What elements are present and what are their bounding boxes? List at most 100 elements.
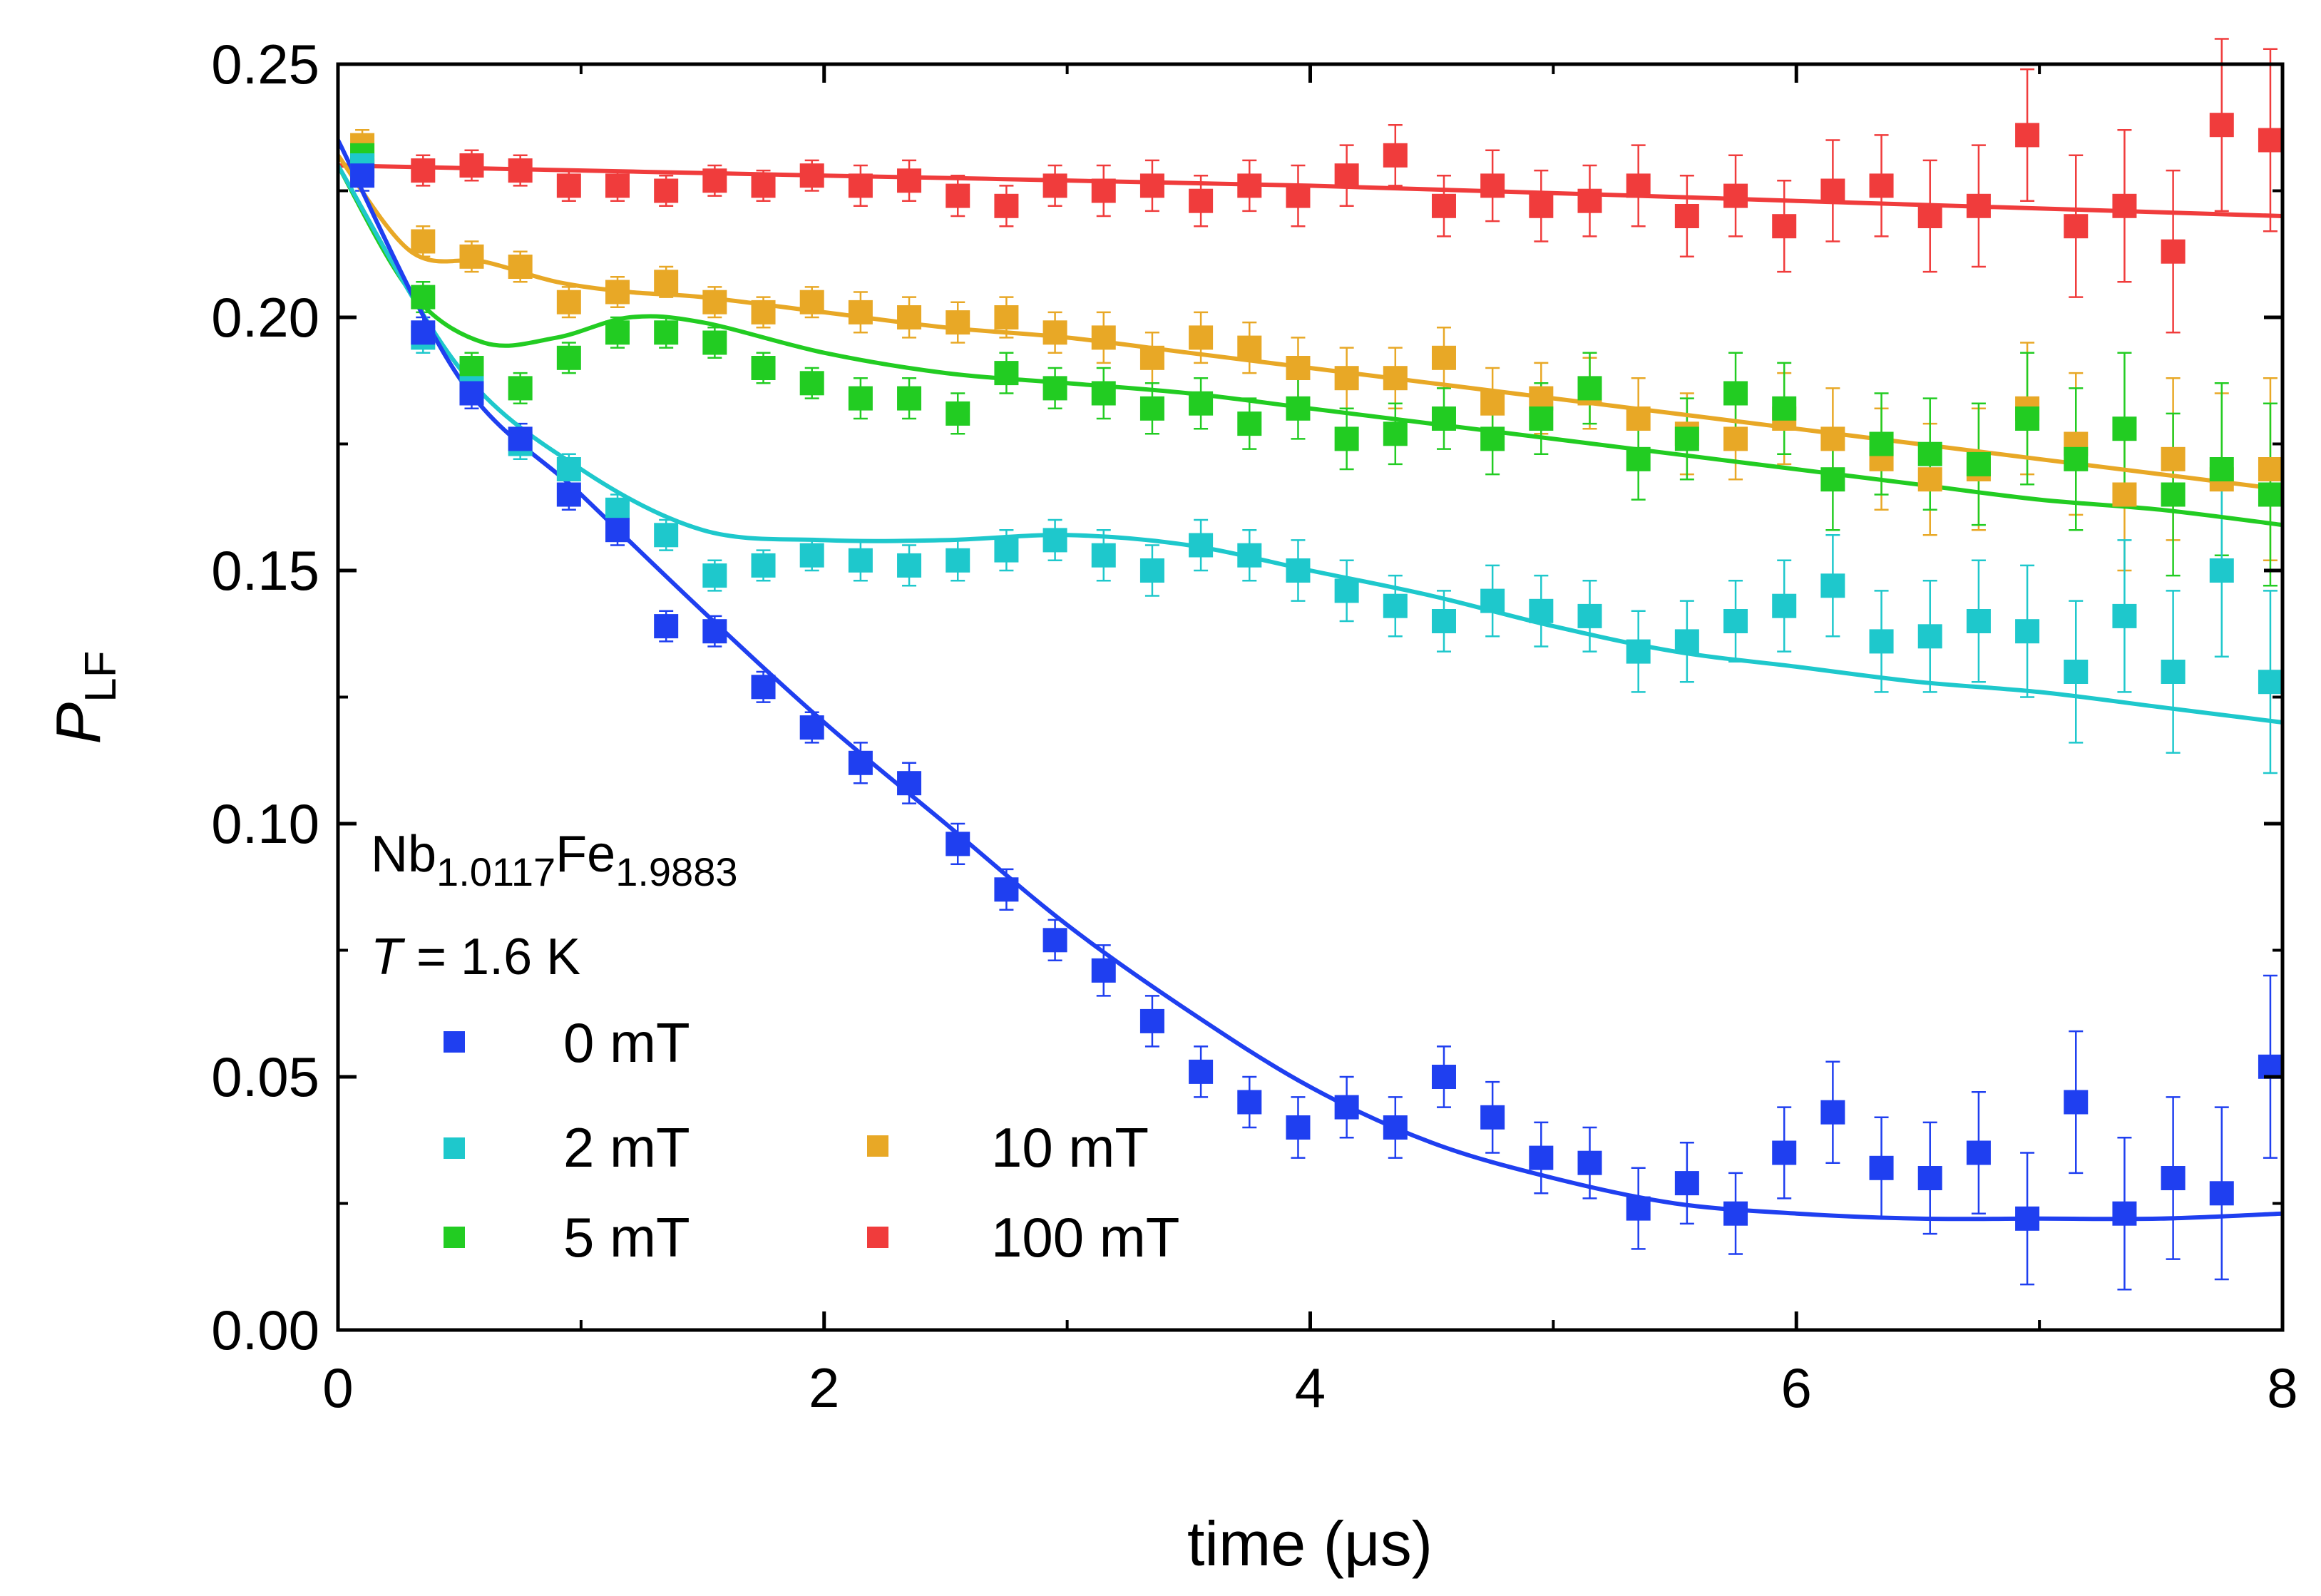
- data-point: [1139, 173, 1164, 198]
- data-point: [1431, 1065, 1456, 1089]
- data-point: [1820, 178, 1845, 203]
- temp-val: = 1.6 K: [402, 929, 580, 986]
- data-point: [508, 158, 533, 183]
- data-point: [1772, 214, 1797, 239]
- data-point: [1917, 624, 1942, 649]
- legend-label-5mT: 5 mT: [563, 1206, 690, 1269]
- data-point: [1286, 558, 1311, 583]
- ticks-layer: [336, 62, 2285, 1332]
- data-point: [848, 386, 873, 411]
- data-point: [1869, 431, 1894, 456]
- data-point: [1772, 1140, 1797, 1165]
- data-point: [751, 553, 776, 578]
- data-point: [1237, 335, 1262, 360]
- data-point: [702, 619, 727, 644]
- data-point: [2258, 670, 2282, 695]
- x-tick-label: 0: [322, 1356, 353, 1419]
- legend-marker-100mT: [867, 1227, 888, 1248]
- data-point: [2161, 446, 2186, 471]
- y-axis-title-main: P: [43, 702, 113, 745]
- data-point: [350, 163, 375, 188]
- fit-line-2mT: [336, 164, 2283, 725]
- data-point: [1480, 391, 1505, 416]
- data-point: [2064, 660, 2089, 684]
- data-point: [1431, 193, 1456, 218]
- data-point: [1139, 558, 1164, 583]
- data-point: [1189, 533, 1214, 558]
- data-point: [2161, 482, 2186, 507]
- data-point: [799, 371, 824, 396]
- data-point: [411, 229, 436, 254]
- data-point: [1529, 406, 1554, 431]
- data-point: [508, 376, 533, 401]
- legend-marker-2mT: [444, 1137, 465, 1159]
- data-point: [459, 153, 484, 178]
- data-point: [605, 518, 630, 543]
- data-point: [2258, 482, 2282, 507]
- formula-nb-sub: 1.0117: [436, 849, 555, 894]
- y-tick-label: 0.10: [211, 792, 319, 855]
- data-point: [1869, 629, 1894, 654]
- data-point: [1966, 193, 1991, 218]
- data-point: [994, 538, 1019, 563]
- data-point: [508, 255, 533, 279]
- data-point: [1431, 345, 1456, 370]
- data-point: [1189, 1059, 1214, 1084]
- formula-nb: Nb: [371, 826, 436, 883]
- data-point: [2112, 193, 2137, 218]
- legend-label-2mT: 2 mT: [563, 1116, 690, 1179]
- legend-marker-5mT: [444, 1227, 465, 1248]
- data-point: [459, 244, 484, 269]
- data-point: [1674, 629, 1699, 654]
- data-point: [2015, 406, 2040, 431]
- data-point: [2209, 457, 2234, 481]
- legend-label-100mT: 100 mT: [991, 1206, 1179, 1269]
- data-point: [1383, 593, 1408, 618]
- data-point: [1139, 1008, 1164, 1033]
- y-axis-title: PLF: [43, 650, 125, 744]
- data-point: [556, 290, 581, 314]
- y-axis-title-sub: LF: [76, 650, 125, 702]
- data-point: [1529, 1145, 1554, 1170]
- data-point: [1820, 1100, 1845, 1125]
- data-point: [994, 305, 1019, 329]
- data-point: [1772, 593, 1797, 618]
- data-point: [1480, 588, 1505, 613]
- legend-label-0mT: 0 mT: [563, 1011, 690, 1074]
- data-point: [1237, 543, 1262, 568]
- data-point: [799, 715, 824, 740]
- data-point: [1286, 1115, 1311, 1140]
- data-point: [946, 548, 970, 573]
- data-point: [1820, 467, 1845, 492]
- data-point: [459, 381, 484, 406]
- data-point: [1820, 573, 1845, 598]
- y-tick-label: 0.20: [211, 286, 319, 349]
- data-point: [994, 877, 1019, 902]
- data-point: [2161, 239, 2186, 264]
- legend-marker-0mT: [444, 1031, 465, 1053]
- data-point: [605, 497, 630, 522]
- x-tick-label: 8: [2267, 1356, 2297, 1419]
- data-point: [605, 320, 630, 345]
- data-point: [1237, 1090, 1262, 1115]
- data-point: [1626, 173, 1651, 198]
- data-point: [946, 401, 970, 426]
- data-point: [1139, 345, 1164, 370]
- data-point: [1723, 381, 1748, 406]
- data-point: [1772, 396, 1797, 421]
- x-tick-label: 2: [809, 1356, 839, 1419]
- data-point: [1286, 356, 1311, 380]
- data-point: [2064, 1090, 2089, 1115]
- data-point: [702, 563, 727, 588]
- formula-fe: Fe: [555, 826, 615, 883]
- data-point: [1286, 396, 1311, 421]
- y-tick-label: 0.25: [211, 33, 319, 96]
- data-point: [2064, 214, 2089, 239]
- data-point: [2064, 446, 2089, 471]
- data-point: [1091, 543, 1116, 568]
- data-point: [2112, 482, 2137, 507]
- data-point: [1577, 1150, 1602, 1175]
- legend: 0 mT 2 mT 5 mT 10 mT 100 mT: [444, 1011, 1179, 1269]
- data-point: [1383, 366, 1408, 391]
